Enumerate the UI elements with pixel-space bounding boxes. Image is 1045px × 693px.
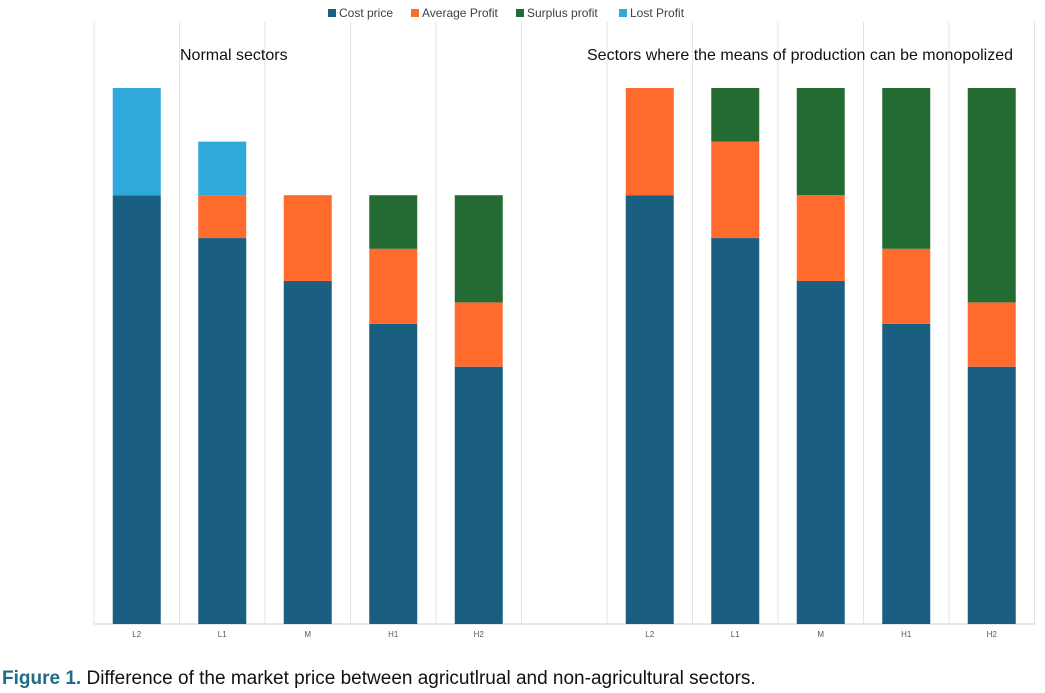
bar-segment-cost-price-h1 — [369, 323, 418, 624]
bar-segment-average-profit-h1 — [369, 248, 418, 324]
bar-segment-average-profit-l1 — [711, 141, 760, 239]
legend-swatch-lost-profit — [619, 9, 627, 17]
bar-segment-cost-price-h2 — [967, 366, 1016, 624]
legend-swatch-average-profit — [411, 9, 419, 17]
bar-segment-average-profit-h2 — [967, 302, 1016, 367]
x-tick-label-h2: H2 — [474, 630, 485, 639]
bar-segment-average-profit-m — [283, 195, 332, 281]
group-title-1: Normal sectors — [180, 47, 288, 64]
legend-label-surplus-profit: Surplus profit — [527, 6, 598, 20]
stacked-bar-chart: Cost price Average Profit Surplus profit Lo… — [93, 6, 1035, 639]
bar-segment-cost-price-l2 — [625, 195, 674, 624]
x-tick-label-l1: L1 — [218, 630, 227, 639]
bar-segment-cost-price-l1 — [198, 238, 247, 624]
bar-segment-average-profit-l2 — [625, 88, 674, 196]
x-tick-label-h1: H1 — [901, 630, 912, 639]
legend-label-average-profit: Average Profit — [422, 6, 498, 20]
bar-segment-cost-price-m — [283, 280, 332, 624]
bar-segment-surplus-profit-h1 — [882, 88, 931, 249]
x-tick-label-m: M — [304, 630, 311, 639]
x-tick-label-h2: H2 — [987, 630, 998, 639]
figure-caption-text: Difference of the market price between a… — [81, 668, 756, 689]
x-tick-label-l2: L2 — [645, 630, 654, 639]
legend-label-lost-profit: Lost Profit — [630, 6, 685, 20]
figure-caption-label: Figure 1. — [2, 668, 82, 689]
bar-segment-lost-profit-l1 — [198, 141, 247, 196]
bar-segment-surplus-profit-m — [796, 88, 845, 196]
x-tick-label-h1: H1 — [388, 630, 399, 639]
bar-segment-surplus-profit-h2 — [967, 88, 1016, 303]
bar-segment-average-profit-h2 — [454, 302, 503, 367]
legend-swatch-surplus-profit — [516, 9, 524, 17]
figure-caption: Figure 1. Difference of the market price… — [2, 668, 756, 690]
bar-segment-average-profit-l1 — [198, 195, 247, 239]
bar-segment-cost-price-l2 — [112, 195, 161, 624]
group-title-2: Sectors where the means of production ca… — [587, 47, 1013, 64]
bar-segment-cost-price-m — [796, 280, 845, 624]
bar-segment-average-profit-h1 — [882, 248, 931, 324]
bar-segment-surplus-profit-h2 — [454, 195, 503, 303]
x-tick-label-l1: L1 — [731, 630, 740, 639]
bar-segment-average-profit-m — [796, 195, 845, 281]
bar-segment-cost-price-h1 — [882, 323, 931, 624]
legend-label-cost-price: Cost price — [339, 6, 393, 20]
bar-segment-lost-profit-l2 — [112, 88, 161, 196]
legend-swatch-cost-price — [328, 9, 336, 17]
x-tick-label-m: M — [817, 630, 824, 639]
bar-segment-cost-price-h2 — [454, 366, 503, 624]
bar-segment-surplus-profit-l1 — [711, 88, 760, 142]
x-tick-label-l2: L2 — [132, 630, 141, 639]
bar-segment-cost-price-l1 — [711, 238, 760, 624]
bar-segment-surplus-profit-h1 — [369, 195, 418, 249]
